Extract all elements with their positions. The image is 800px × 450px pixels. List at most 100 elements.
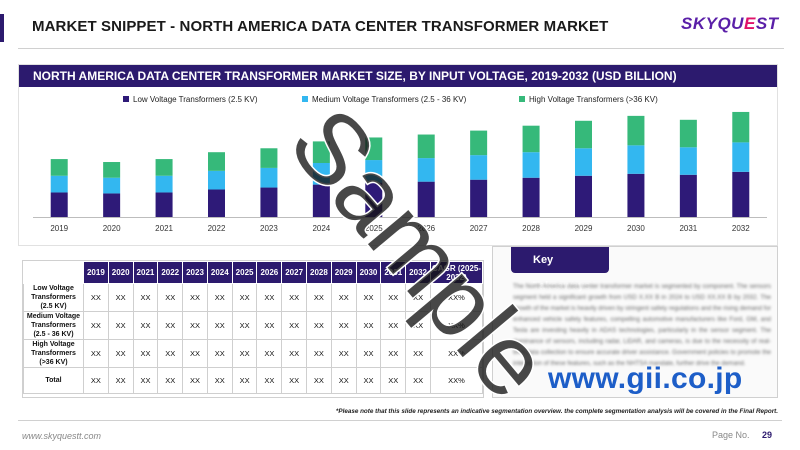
skyquest-logo: SKYQUEST	[681, 14, 779, 34]
table-cell: XX	[107, 311, 134, 340]
bar-segment	[155, 192, 173, 217]
x-tick-label: 2023	[260, 224, 278, 233]
table-cell: XX%	[430, 283, 483, 312]
table-cell: XX	[281, 367, 308, 394]
table-header-cell: 2028	[306, 261, 332, 284]
table-header-cell: 2030	[355, 261, 382, 284]
bar-segment	[732, 142, 750, 172]
chart-title: NORTH AMERICA DATA CENTER TRANSFORMER MA…	[19, 65, 777, 87]
x-tick-label: 2032	[732, 224, 750, 233]
logo-text-main: SKYQU	[681, 14, 744, 33]
table-cell: XX	[330, 339, 357, 368]
header-divider	[18, 48, 784, 49]
legend-label: Medium Voltage Transformers (2.5 - 36 KV…	[312, 95, 467, 104]
table-cell: XX	[355, 339, 382, 368]
bar-segment	[522, 177, 540, 217]
x-tick-label: 2024	[312, 224, 330, 233]
table-cell: XX%	[430, 311, 483, 340]
legend-swatch	[519, 96, 525, 102]
bar-segment	[103, 193, 121, 217]
table-header-cell: 2020	[107, 261, 134, 284]
bar-segment	[208, 189, 225, 217]
table-cell: XX	[355, 311, 382, 340]
table-header-cell: 2027	[281, 261, 308, 284]
table-cell: XX	[380, 311, 407, 340]
x-tick-label: 2030	[627, 224, 645, 233]
table-cell: XX	[157, 311, 184, 340]
bar-segment	[732, 171, 750, 217]
table-header-cell: 2021	[132, 261, 159, 284]
bar-segment	[365, 137, 383, 161]
table-cell: XX	[231, 283, 258, 312]
table-cell: XX	[182, 311, 208, 340]
key-takeaways-text: The North America data center transforme…	[513, 283, 771, 367]
bar-segment	[50, 192, 68, 217]
table-cell: XX	[281, 339, 308, 368]
table-corner-cell	[23, 261, 84, 284]
legend-swatch	[123, 96, 129, 102]
table-header-cell: 2023	[182, 261, 208, 284]
bar-segment	[575, 175, 592, 217]
table-cell: XX	[182, 339, 208, 368]
table-cell: XX	[380, 339, 407, 368]
bar-segment	[470, 155, 488, 180]
bar-segment	[417, 181, 435, 217]
table-cell: XX	[132, 339, 159, 368]
bar-segment	[260, 167, 278, 188]
table-row-label: Total	[23, 367, 84, 394]
bar-segment	[312, 163, 330, 185]
table-cell: XX	[231, 339, 258, 368]
bar-segment	[627, 173, 645, 217]
table-cell: XX	[157, 339, 184, 368]
x-tick-label: 2025	[365, 224, 383, 233]
table-cell: XX	[355, 367, 382, 394]
bar-segment	[470, 130, 488, 156]
table-cell: XX	[405, 311, 431, 340]
x-tick-label: 2022	[208, 224, 226, 233]
bar-segment	[312, 141, 330, 163]
legend-swatch	[302, 96, 308, 102]
page-number: 29	[762, 430, 773, 440]
table-header-cell: 2019	[83, 261, 109, 284]
table-cell: XX	[306, 367, 332, 394]
footer-url: www.skyquestt.com	[22, 431, 102, 441]
table-row: High Voltage Transformers (>36 KV) XX XX XX…	[23, 339, 483, 368]
bar-segment	[365, 160, 383, 183]
x-tick-label: 2020	[103, 224, 121, 233]
table-cell: XX	[206, 339, 233, 368]
legend-label: Low Voltage Transformers (2.5 KV)	[133, 95, 258, 104]
table-cell: XX	[107, 339, 134, 368]
table-cell: XX	[182, 367, 208, 394]
key-takeaways-tab: Key Takeaways	[511, 247, 609, 292]
footer-divider	[18, 420, 782, 421]
table-cell: XX	[107, 283, 134, 312]
table-header-row: 2019 2020 2021 2022 2023 2024 2025 2026 2027 2028…	[23, 261, 483, 284]
table-cell: XX	[256, 311, 283, 340]
bar-segment	[679, 174, 697, 217]
table-cell: XX	[306, 283, 332, 312]
bar-segment	[155, 159, 173, 176]
table-cell: XX%	[430, 367, 483, 394]
table-cell: XX	[206, 311, 233, 340]
table-cell: XX	[330, 283, 357, 312]
bar-segment	[155, 175, 173, 193]
gii-watermark: www.gii.co.jp	[548, 362, 743, 395]
bar-segment	[50, 159, 68, 176]
bar-segment	[417, 134, 435, 159]
segmentation-note: *Please note that this slide represents …	[335, 408, 778, 415]
table-cell: XX	[83, 367, 109, 394]
table-header-cell: 2025	[231, 261, 258, 284]
table-cell: XX	[405, 367, 431, 394]
x-tick-label: 2026	[417, 224, 435, 233]
logo-text-accent: E	[743, 14, 756, 33]
table-row: Medium Voltage Transformers (2.5 - 36 KV…	[23, 311, 483, 340]
table-cell: XX%	[430, 339, 483, 368]
bar-segment	[575, 148, 592, 176]
table-cell: XX	[231, 367, 258, 394]
x-tick-label: 2027	[470, 224, 488, 233]
bar-segment	[679, 119, 697, 148]
bar-segment	[103, 177, 121, 194]
table-cell: XX	[256, 283, 283, 312]
bar-segment	[417, 158, 435, 182]
